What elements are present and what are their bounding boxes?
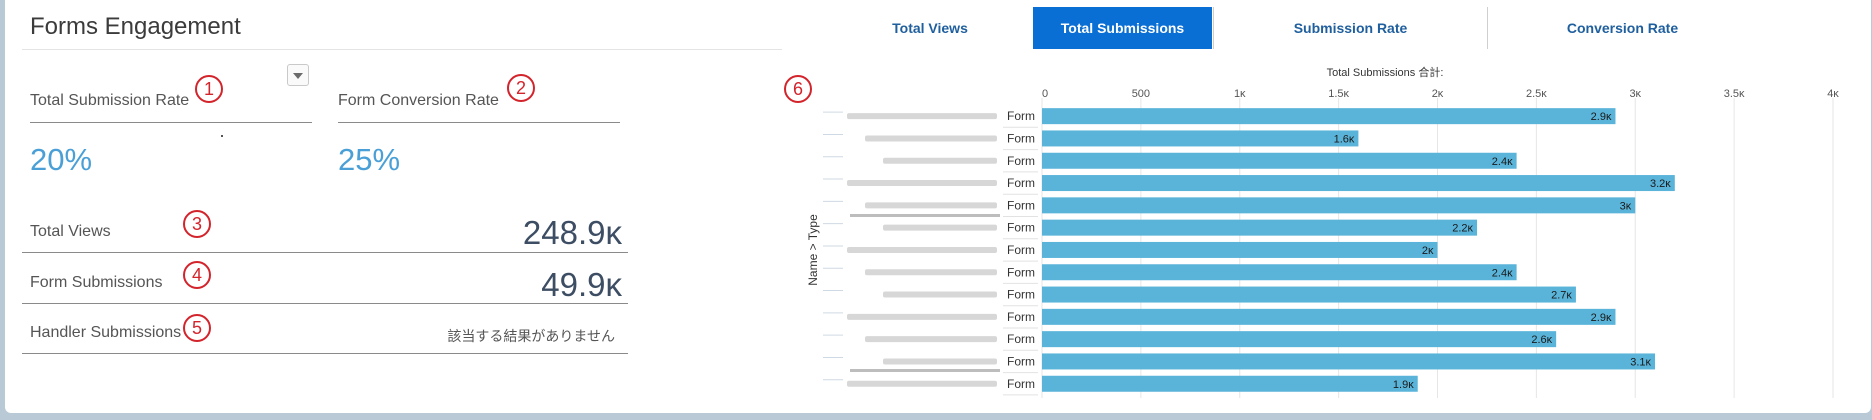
bar-value-label: 2.4ĸ — [1492, 156, 1513, 168]
bar — [1042, 175, 1675, 192]
bar-value-label: 2.9ĸ — [1591, 111, 1612, 123]
redacted-name — [847, 113, 997, 120]
bar — [1042, 152, 1517, 169]
x-tick-label: 1ĸ — [1234, 88, 1246, 100]
redacted-name — [847, 313, 997, 320]
y-axis-label: Name > Type — [806, 214, 820, 286]
bar-value-label: 2ĸ — [1422, 245, 1434, 257]
category-label: Form — [1007, 288, 1035, 302]
redacted-name — [847, 380, 997, 387]
tab-total-submissions[interactable]: Total Submissions — [1033, 7, 1212, 49]
redacted-name — [865, 336, 997, 343]
category-label: Form — [1007, 354, 1035, 368]
annotation-marker-1: 1 — [195, 75, 223, 103]
tab-total-views[interactable]: Total Views — [892, 20, 968, 36]
bar-value-label: 2.6ĸ — [1531, 334, 1552, 346]
bar — [1042, 375, 1418, 392]
bar-value-label: 2.9ĸ — [1591, 312, 1612, 324]
category-label: Form — [1007, 377, 1035, 391]
annotation-marker-5: 5 — [183, 314, 211, 342]
bar — [1042, 264, 1517, 281]
tab-divider — [1213, 7, 1214, 49]
bar — [1042, 219, 1478, 236]
category-label: Form — [1007, 221, 1035, 235]
kpi-divider — [30, 122, 312, 123]
total-views-label: Total Views — [30, 223, 111, 240]
bar — [1042, 108, 1616, 125]
category-label: Form — [1007, 109, 1035, 123]
bar — [1042, 130, 1359, 147]
tab-conversion-rate[interactable]: Conversion Rate — [1566, 20, 1679, 36]
category-label: Form — [1007, 265, 1035, 279]
x-tick-label: 3ĸ — [1629, 88, 1641, 100]
category-label: Form — [1007, 243, 1035, 257]
x-tick-label: 500 — [1132, 88, 1150, 100]
redacted-name — [865, 269, 997, 276]
redacted-name — [883, 358, 997, 365]
category-label: Form — [1007, 198, 1035, 212]
row-divider — [22, 303, 628, 304]
form-conversion-rate-label: Form Conversion Rate — [338, 92, 499, 109]
handler-submissions-no-results: 該当する結果がありません — [447, 329, 615, 345]
category-label: Form — [1007, 176, 1035, 190]
category-label: Form — [1007, 131, 1035, 145]
chart-title: Total Submissions 合計: — [1327, 65, 1444, 79]
kpi-divider — [338, 122, 620, 123]
row-divider — [22, 353, 628, 354]
bar — [1042, 241, 1438, 258]
bar — [1042, 353, 1656, 370]
group-separator — [850, 369, 1000, 372]
form-submissions-label: Form Submissions — [30, 274, 163, 291]
x-tick-label: 2.5ĸ — [1526, 88, 1547, 100]
bar-value-label: 3.2ĸ — [1650, 178, 1671, 190]
form-conversion-rate-value: 25% — [338, 142, 401, 177]
category-label: Form — [1007, 154, 1035, 168]
annotation-marker-2: 2 — [507, 74, 535, 102]
category-label: Form — [1007, 310, 1035, 324]
form-submissions-value: 49.9ĸ — [541, 266, 622, 303]
annotation-marker-4: 4 — [183, 261, 211, 289]
bar — [1042, 286, 1576, 303]
bar-value-label: 2.4ĸ — [1492, 267, 1513, 279]
x-tick-label: 2ĸ — [1432, 88, 1444, 100]
total-submission-rate-label: Total Submission Rate — [30, 92, 190, 109]
forms-engagement-card: Forms Engagement Total Submission Rate 1… — [5, 0, 1871, 413]
redacted-name — [865, 135, 997, 142]
bar — [1042, 197, 1636, 214]
x-tick-label: 3.5ĸ — [1724, 88, 1745, 100]
redacted-name — [883, 291, 997, 298]
redacted-name — [883, 224, 997, 231]
bar — [1042, 331, 1557, 348]
group-separator — [850, 214, 1000, 217]
total-views-value: 248.9ĸ — [522, 214, 622, 251]
total-submission-rate-value: 20% — [30, 142, 93, 177]
handler-submissions-label: Handler Submissions — [30, 324, 182, 341]
tab-submission-rate[interactable]: Submission Rate — [1293, 20, 1408, 36]
annotation-marker-6: 6 — [784, 75, 812, 103]
bar-value-label: 1.6ĸ — [1334, 133, 1355, 145]
x-tick-label: 0 — [1042, 88, 1048, 100]
chart-tabs: Total Views Total Submissions Submission… — [827, 7, 1837, 49]
bar — [1042, 308, 1616, 325]
annotation-marker-3: 3 — [183, 210, 211, 238]
row-divider — [22, 252, 628, 253]
bar-value-label: 1.9ĸ — [1393, 379, 1414, 391]
tab-divider — [1487, 7, 1488, 49]
category-label: Form — [1007, 332, 1035, 346]
title-divider — [22, 49, 782, 50]
redacted-name — [847, 246, 997, 253]
bar-value-label: 2.2ĸ — [1452, 223, 1473, 235]
dashboard-title: Forms Engagement — [30, 13, 241, 40]
redacted-name — [847, 180, 997, 187]
redacted-name — [883, 157, 997, 164]
redacted-name — [865, 202, 997, 209]
total-submissions-bar-chart: Total Submissions 合計: 0 500 1ĸ 1.5ĸ 2ĸ 2.5ĸ 3ĸ 3… — [806, 65, 1839, 398]
dot — [221, 135, 223, 137]
x-tick-label: 4ĸ — [1827, 88, 1839, 100]
bar-value-label: 2.7ĸ — [1551, 290, 1572, 302]
x-tick-label: 1.5ĸ — [1328, 88, 1349, 100]
bar-value-label: 3ĸ — [1620, 200, 1632, 212]
filter-dropdown-button[interactable] — [287, 64, 309, 86]
bar-value-label: 3.1ĸ — [1630, 356, 1651, 368]
